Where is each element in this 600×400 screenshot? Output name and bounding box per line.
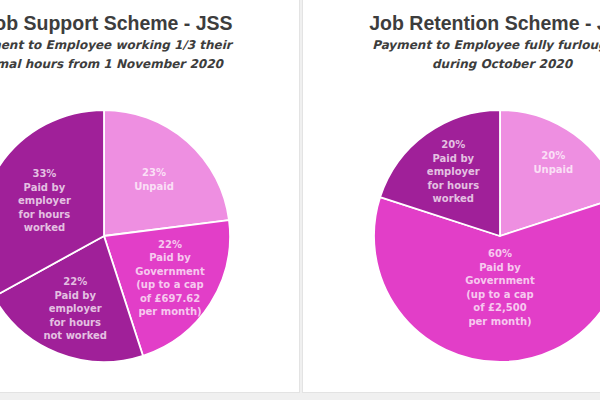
jss-title: Job Support Scheme - JSS (0, 12, 308, 35)
jss-subtitle-line2: normal hours from 1 November 2020 (0, 57, 223, 71)
pie-slice (104, 110, 229, 236)
jss-subtitle: Payment to Employee working 1/3 their no… (0, 36, 298, 74)
jrs-pie-chart: 20%Unpaid60%Paid byGovernment(up to a ca… (372, 108, 600, 364)
jrs-subtitle-line2: during October 2020 (432, 57, 572, 71)
jrs-subtitle: Payment to Employee fully furloughed dur… (302, 36, 600, 74)
jrs-title: Job Retention Scheme - JRS (302, 12, 600, 35)
page-background: Job Support Scheme - JSS Payment to Empl… (0, 0, 600, 400)
jrs-subtitle-line1: Payment to Employee fully furloughed (372, 38, 600, 52)
jss-subtitle-line1: Payment to Employee working 1/3 their (0, 38, 232, 52)
jss-pie-chart: 23%Unpaid22%Paid byGovernment(up to a ca… (0, 108, 232, 364)
